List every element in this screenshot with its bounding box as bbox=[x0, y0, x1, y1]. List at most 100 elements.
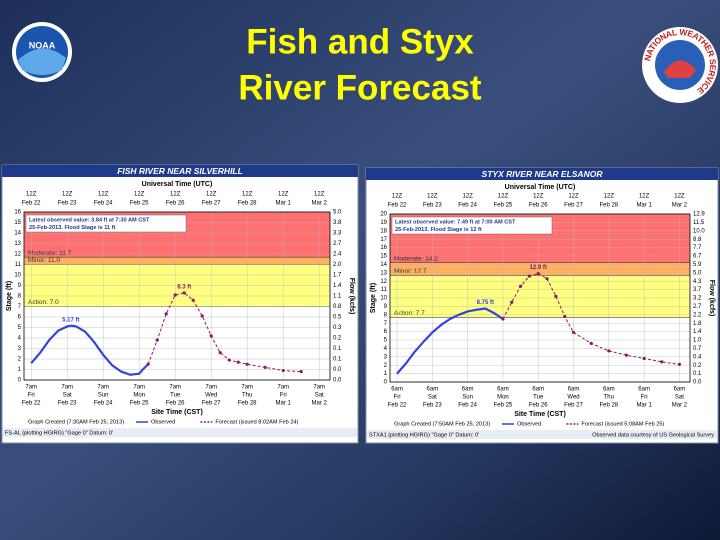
panel-header bbox=[2, 165, 358, 177]
x-tick-label: 6am bbox=[391, 387, 403, 393]
top-tick-label: Feb 26 bbox=[529, 203, 548, 209]
top-tick-label: 12Z bbox=[674, 194, 685, 200]
top-tick-label: 12Z bbox=[134, 192, 145, 198]
forecast-point bbox=[624, 353, 629, 357]
top-tick-label: Feb 25 bbox=[494, 203, 513, 209]
x-tick-label: Feb 22 bbox=[388, 403, 407, 409]
top-tick-label: Feb 25 bbox=[130, 201, 149, 207]
x-tick-label: 7am bbox=[169, 385, 181, 391]
y-tick-label: 14 bbox=[14, 231, 21, 237]
y2-tick-label: 4.3 bbox=[693, 279, 702, 285]
forecast-point bbox=[527, 274, 532, 278]
y-tick-label: 6 bbox=[384, 329, 388, 335]
x-tick-label: Feb 25 bbox=[494, 403, 513, 409]
x-tick-label: Tue bbox=[170, 393, 181, 399]
top-tick-label: Feb 23 bbox=[423, 203, 442, 209]
x-tick-label: Sat bbox=[315, 393, 324, 399]
y-tick-label: 2 bbox=[384, 363, 388, 369]
forecast-point bbox=[299, 370, 303, 374]
y2-tick-label: 1.4 bbox=[333, 283, 342, 289]
y2-tick-label: 0.1 bbox=[333, 357, 342, 363]
x-tick-label: Wed bbox=[567, 395, 579, 401]
logo-mark bbox=[664, 60, 696, 78]
top-tick-label: Feb 28 bbox=[599, 203, 618, 209]
forecast-point bbox=[182, 291, 186, 295]
x-tick-label: 6am bbox=[603, 387, 615, 393]
footer-bar bbox=[367, 430, 717, 439]
y-tick-label: 19 bbox=[380, 220, 387, 226]
x-tick-label: 7am bbox=[133, 385, 145, 391]
flood-label: Action: 7.7 bbox=[394, 310, 425, 317]
series-line bbox=[396, 307, 504, 375]
logo-wave bbox=[18, 48, 66, 75]
forecast-point bbox=[501, 317, 505, 321]
annotation: Latest observed value: 3.84 ft at 7:30 A… bbox=[29, 217, 150, 223]
legend-label: Observed bbox=[517, 421, 541, 427]
x-tick-label: Mar 1 bbox=[276, 401, 292, 407]
y-tick-label: 0 bbox=[384, 380, 388, 386]
credit: Observed data courtesy of US Geological … bbox=[592, 432, 714, 438]
y2-tick-label: 2.0 bbox=[333, 262, 342, 268]
y-tick-label: 10 bbox=[380, 296, 387, 302]
x-tick-label: Mar 2 bbox=[672, 403, 688, 409]
top-tick-label: Mar 2 bbox=[672, 203, 688, 209]
x-tick-label: Mon bbox=[133, 393, 145, 399]
x-tick-label: Sun bbox=[462, 395, 473, 401]
y2-tick-label: 1.0 bbox=[693, 338, 702, 344]
footer-bar bbox=[3, 428, 357, 437]
y2-tick-label: 0.0 bbox=[333, 378, 342, 384]
y2-tick-label: 5.9 bbox=[693, 262, 702, 268]
x-tick-label: 6am bbox=[568, 387, 580, 393]
bottom-axis-title: Site Time (CST) bbox=[151, 409, 203, 416]
top-tick-label: Mar 1 bbox=[276, 201, 292, 207]
forecast-point bbox=[518, 284, 523, 288]
forecast-point bbox=[607, 349, 611, 353]
y-tick-label: 5 bbox=[384, 338, 388, 344]
x-tick-label: Sat bbox=[63, 393, 72, 399]
legend-label: Forecast (issued 5:08AM Feb 25) bbox=[581, 421, 664, 427]
y2-axis-title: Flow (kcfs) bbox=[348, 278, 355, 315]
chart-panel: FISH RIVER NEAR SILVERHILL Universal Time… bbox=[1, 164, 359, 444]
y-tick-label: 15 bbox=[380, 254, 387, 260]
top-axis-title: Universal Time (UTC) bbox=[505, 184, 576, 191]
x-tick-label: Thu bbox=[242, 393, 252, 399]
y2-tick-label: 0.8 bbox=[333, 304, 342, 310]
value-label: 5.17 ft bbox=[62, 317, 79, 323]
y2-tick-label: 11.5 bbox=[693, 220, 705, 226]
forecast-point bbox=[173, 293, 177, 297]
forecast-point bbox=[263, 365, 267, 369]
forecast-point bbox=[554, 294, 558, 298]
forecast-point bbox=[200, 314, 204, 318]
x-tick-label: Feb 27 bbox=[564, 403, 583, 409]
bottom-axis-title: Site Time (CST) bbox=[514, 411, 566, 418]
y2-tick-label: 0.4 bbox=[693, 354, 702, 360]
slide-title: Fish and Styx bbox=[246, 22, 474, 61]
annotation-box bbox=[391, 216, 553, 235]
y2-tick-label: 1.7 bbox=[333, 273, 342, 279]
x-tick-label: 7am bbox=[313, 385, 325, 391]
y2-tick-label: 0.3 bbox=[333, 325, 342, 331]
forecast-point bbox=[236, 360, 240, 364]
x-tick-label: Fri bbox=[641, 395, 648, 401]
y2-tick-label: 0.0 bbox=[693, 380, 702, 386]
top-tick-label: Feb 27 bbox=[564, 203, 583, 209]
x-tick-label: 7am bbox=[277, 385, 289, 391]
forecast-point bbox=[191, 298, 195, 302]
forecast-point bbox=[563, 314, 567, 319]
top-tick-label: 12Z bbox=[26, 192, 37, 198]
plot-frame bbox=[389, 213, 691, 383]
y-tick-label: 16 bbox=[380, 245, 387, 251]
top-tick-label: 12Z bbox=[170, 192, 181, 198]
top-tick-label: 12Z bbox=[639, 194, 650, 200]
top-tick-label: 12Z bbox=[533, 194, 544, 200]
y-tick-label: 14 bbox=[380, 262, 387, 268]
top-tick-label: Feb 28 bbox=[238, 201, 257, 207]
top-tick-label: 12Z bbox=[278, 192, 289, 198]
y-tick-label: 0 bbox=[18, 378, 22, 384]
y-tick-label: 8 bbox=[384, 312, 388, 318]
y-tick-label: 12 bbox=[380, 279, 387, 285]
forecast-point bbox=[536, 272, 540, 276]
y2-tick-label: 5.0 bbox=[693, 270, 702, 276]
x-tick-label: Mar 2 bbox=[312, 401, 328, 407]
x-tick-label: 7am bbox=[241, 385, 253, 391]
